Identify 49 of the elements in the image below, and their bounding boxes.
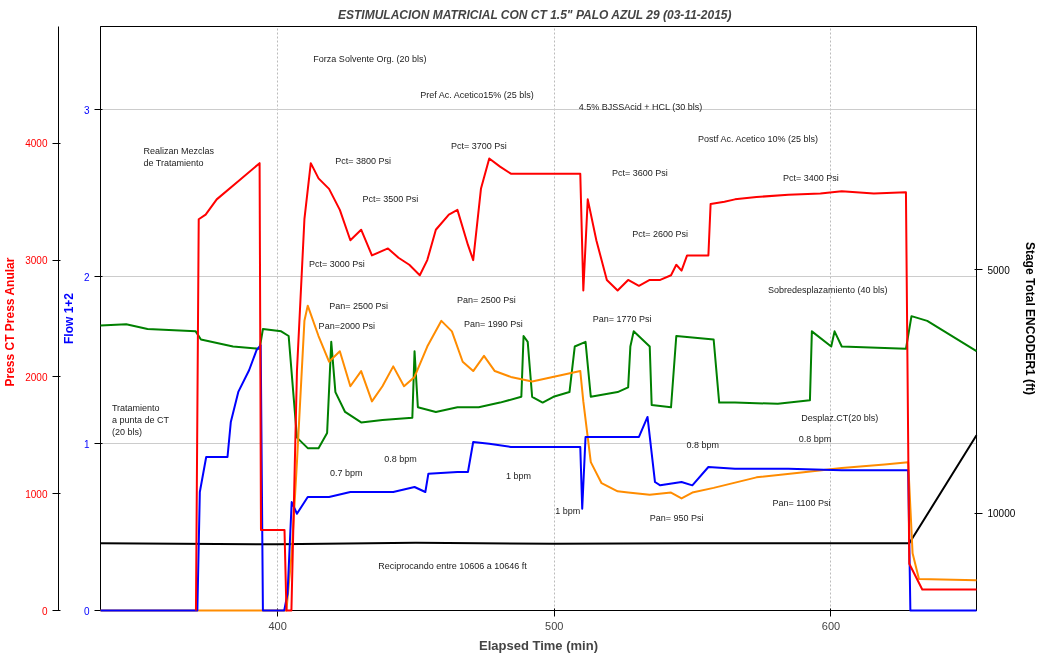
annotation: Pan= 1990 Psi xyxy=(464,319,523,330)
annotation: Pct= 3700 Psi xyxy=(450,140,507,151)
annotation: 4.5% BJSSAcid + HCL (30 bls) xyxy=(578,102,703,113)
annotation: Sobredesplazamiento (40 bls) xyxy=(768,285,888,296)
annotation: Pref Ac. Acetico15% (25 bls) xyxy=(420,89,534,100)
y2-tick-label: 3 xyxy=(83,104,90,116)
y-tick-label: 1000 xyxy=(25,488,48,500)
annotation: Reciprocando entre 10606 a 10646 ft xyxy=(378,561,528,572)
y2-axis-title: Flow 1+2 xyxy=(61,292,76,345)
y3-axis-title: Stage Total ENCODER1 (ft) xyxy=(1023,241,1038,396)
annotation: Pan= 950 Psi xyxy=(649,513,704,524)
annotation: Pct= 2600 Psi xyxy=(632,229,689,240)
annotation: Pct= 3000 Psi xyxy=(308,259,365,270)
x-tick-label: 500 xyxy=(545,619,564,632)
annotation: Pan= 2500 Psi xyxy=(329,300,388,311)
y-tick-label: 4000 xyxy=(25,138,48,150)
annotation: Pct= 3500 Psi xyxy=(362,194,419,205)
annotation: Pct= 3400 Psi xyxy=(782,172,839,183)
annotation: Pct= 3800 Psi xyxy=(335,155,392,166)
y2-tick-label: 0 xyxy=(83,605,90,617)
y2-tick-label: 1 xyxy=(83,438,90,450)
annotation: 0.8 bpm xyxy=(384,453,417,464)
annotation: Postf Ac. Acetico 10% (25 bls) xyxy=(697,133,818,144)
annotation: Pan= 2500 Psi xyxy=(457,295,516,306)
annotation: Pct= 3600 Psi xyxy=(612,168,668,179)
annotation: 0.7 bpm xyxy=(330,467,363,478)
y-tick-label: 0 xyxy=(41,605,48,617)
x-axis-title: Elapsed Time (min) xyxy=(479,637,598,653)
annotation: 0.8 bpm xyxy=(686,439,720,450)
annotation: 1 bpm xyxy=(506,470,532,481)
chart-title: ESTIMULACION MATRICIAL CON CT 1.5" PALO AZUL 29 (03-11-2015) xyxy=(337,7,732,22)
y-tick-label: 2000 xyxy=(25,371,48,383)
y-tick-label: 3000 xyxy=(25,255,48,267)
annotation: Pan= 1100 Psi xyxy=(772,498,831,509)
annotation: Forza Solvente Org. (20 bls) xyxy=(313,53,427,64)
y-axis-title: Press CT Press Anular xyxy=(3,257,18,387)
annotation: 0.8 bpm xyxy=(798,434,832,445)
x-tick-label: 400 xyxy=(268,619,287,632)
annotation: Tratamiento a punta de CT (20 bls) xyxy=(111,403,170,438)
annotation: Pan= 1770 Psi xyxy=(592,313,652,324)
annotation: Desplaz.CT(20 bls) xyxy=(801,412,879,423)
y3-tick-label: 5000 xyxy=(987,264,1011,276)
annotation: Pan=2000 Psi xyxy=(318,321,375,332)
y2-tick-label: 2 xyxy=(83,271,90,283)
line-series xyxy=(99,315,978,450)
y3-tick-label: 10000 xyxy=(987,508,1016,520)
x-tick-label: 600 xyxy=(821,619,841,632)
annotation: 1 bpm xyxy=(555,506,581,517)
annotation: Realizan Mezclas de Tratamiento xyxy=(143,145,215,168)
